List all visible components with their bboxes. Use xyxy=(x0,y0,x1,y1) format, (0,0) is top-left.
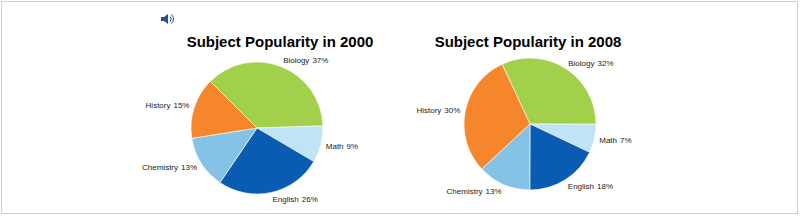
slice-category: English xyxy=(568,182,594,191)
slice-category: Math xyxy=(599,136,617,145)
slice-label: Biology 32% xyxy=(568,59,613,68)
pie-slices xyxy=(464,58,596,190)
slice-category: History xyxy=(416,106,441,115)
slice-label: English18% xyxy=(568,182,613,191)
slice-category: Chemistry xyxy=(142,163,178,172)
pie-slice xyxy=(464,64,530,169)
speaker-icon xyxy=(161,14,174,24)
slice-label: Chemistry13% xyxy=(447,187,502,196)
slice-value: 26% xyxy=(302,195,318,204)
slice-value: 15% xyxy=(173,101,189,110)
slice-value: 13% xyxy=(181,163,197,172)
slice-label: Math7% xyxy=(599,136,631,145)
pie-chart: Subject Popularity in 2000 Biology37% Math… xyxy=(142,33,373,204)
chart-title: Subject Popularity in 2000 xyxy=(187,33,374,50)
slice-value: 13% xyxy=(486,187,502,196)
frame xyxy=(2,2,798,214)
chart-canvas: Subject Popularity in 2000Biology37%Math… xyxy=(0,0,800,217)
slice-label: English 26% xyxy=(272,195,317,204)
slice-value: 18% xyxy=(597,182,613,191)
slice-category: Biology xyxy=(283,56,309,65)
pie-chart: Subject Popularity in 2008 Biology 32% Math… xyxy=(416,33,631,196)
slice-label: History15% xyxy=(146,101,190,110)
slice-category: Math xyxy=(326,142,344,151)
slice-value: 32% xyxy=(598,59,614,68)
slice-category: Biology xyxy=(568,59,594,68)
pie-slice xyxy=(530,124,590,190)
slice-label: History30% xyxy=(416,106,460,115)
slice-labels: Biology 32% Math7% English18% Chemistry13% Hi… xyxy=(416,59,631,196)
speaker-waves xyxy=(170,15,174,24)
slice-category: Chemistry xyxy=(447,187,483,196)
slice-label: Biology37% xyxy=(283,56,328,65)
slice-category: History xyxy=(146,101,171,110)
slice-label: Chemistry13% xyxy=(142,163,197,172)
slice-labels: Biology37% Math9% English 26% Chemistry13% Hi… xyxy=(142,56,358,204)
slice-value: 7% xyxy=(620,136,632,145)
pie-slice xyxy=(191,81,257,138)
pie-slices xyxy=(191,62,323,194)
chart-title: Subject Popularity in 2008 xyxy=(435,33,622,50)
slice-category: English xyxy=(272,195,298,204)
slice-value: 37% xyxy=(312,56,328,65)
slice-label: Math9% xyxy=(326,142,358,151)
slice-value: 30% xyxy=(444,106,460,115)
speaker-body xyxy=(161,14,168,24)
slice-value: 9% xyxy=(347,142,359,151)
